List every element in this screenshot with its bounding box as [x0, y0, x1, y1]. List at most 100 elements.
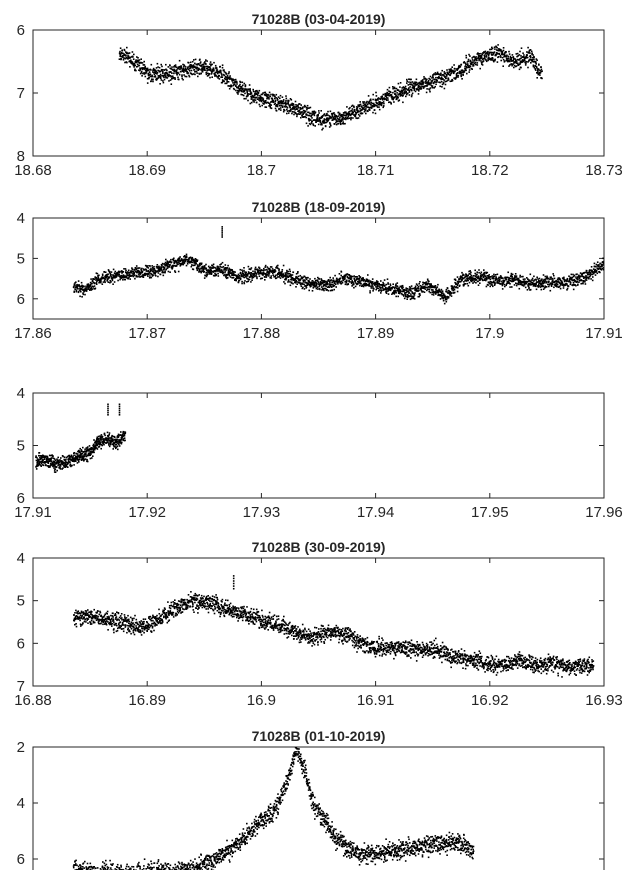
data-point [416, 284, 419, 287]
data-point [309, 278, 311, 280]
data-point [279, 100, 281, 102]
data-point [569, 281, 572, 284]
data-point [553, 274, 555, 277]
data-point [186, 71, 188, 73]
data-point [554, 281, 557, 283]
data-point [595, 271, 598, 273]
data-point [347, 283, 349, 285]
data-point [379, 284, 382, 286]
data-point [490, 51, 492, 54]
data-point [219, 266, 222, 268]
data-point [201, 265, 203, 268]
data-point [264, 266, 266, 268]
data-point [318, 278, 321, 280]
data-point [249, 89, 251, 92]
data-point [119, 47, 122, 49]
data-point [224, 267, 227, 269]
data-point [129, 56, 131, 59]
data-point [593, 262, 596, 265]
data-point [424, 78, 427, 80]
data-point [131, 275, 133, 277]
data-point [446, 71, 449, 74]
data-point [106, 280, 109, 282]
data-point [345, 273, 348, 276]
data-point [302, 112, 305, 114]
data-point [235, 84, 237, 87]
data-point [491, 46, 493, 49]
data-point [118, 273, 120, 276]
data-point [382, 283, 385, 286]
data-point [159, 273, 161, 276]
data-point [373, 105, 376, 107]
data-point [131, 268, 134, 271]
data-point [408, 87, 410, 89]
data-point [174, 69, 176, 71]
data-point [277, 264, 279, 267]
data-point [209, 76, 211, 79]
data-point [538, 285, 541, 287]
data-point [346, 276, 349, 279]
data-point [401, 91, 403, 93]
data-point [170, 76, 172, 78]
data-point [223, 274, 225, 277]
data-point [488, 274, 490, 276]
data-point [313, 281, 316, 284]
data-point [502, 49, 505, 52]
data-point [211, 72, 213, 74]
data-point [221, 79, 224, 81]
data-point [470, 60, 472, 63]
data-point [146, 77, 149, 80]
data-point [241, 282, 243, 285]
data-point [79, 295, 81, 298]
data-point [573, 275, 575, 278]
data-point [140, 268, 142, 271]
data-point [383, 279, 386, 281]
data-point [297, 278, 299, 280]
data-point [299, 281, 301, 284]
data-point [93, 282, 96, 285]
data-point [536, 77, 538, 79]
data-point [190, 64, 193, 66]
data-point [137, 270, 139, 272]
data-point [190, 260, 193, 262]
data-point [340, 274, 342, 277]
data-point [110, 271, 113, 273]
data-point [370, 107, 373, 109]
data-point [140, 70, 143, 73]
data-point [120, 274, 123, 277]
data-point [379, 286, 381, 288]
data-point [296, 115, 298, 118]
data-point [519, 276, 521, 278]
data-point [288, 104, 290, 106]
data-point [538, 277, 541, 280]
data-point [514, 278, 517, 280]
data-point [194, 263, 197, 265]
data-point [535, 281, 538, 284]
data-point [89, 285, 92, 287]
data-point [97, 276, 100, 279]
data-point [225, 76, 227, 78]
data-point [187, 62, 190, 64]
data-point [505, 278, 508, 281]
data-point [467, 279, 470, 282]
data-point [459, 281, 462, 283]
data-point [497, 56, 499, 59]
axes-frame [32, 29, 605, 157]
data-point [509, 60, 511, 63]
data-point [345, 281, 348, 284]
data-point [224, 273, 226, 276]
data-point [221, 74, 223, 76]
data-point [236, 81, 238, 84]
data-point [482, 275, 485, 277]
x-tick-label: 18.69 [128, 162, 166, 179]
data-point [320, 117, 322, 119]
data-point [253, 273, 256, 276]
data-point [526, 277, 528, 279]
data-point [443, 293, 445, 295]
data-point [474, 59, 476, 61]
data-point [314, 125, 316, 127]
data-point [365, 104, 368, 107]
data-point [491, 54, 493, 56]
data-point [387, 282, 389, 284]
data-point [469, 55, 471, 57]
